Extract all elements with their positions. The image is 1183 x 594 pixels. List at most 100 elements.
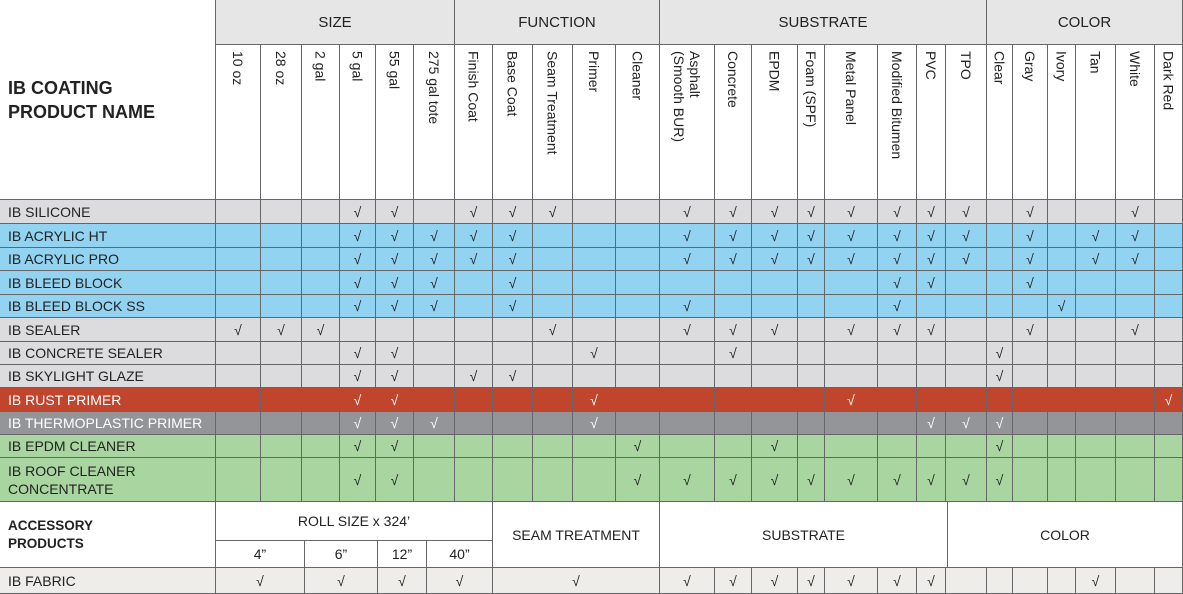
column-header: Tan: [1076, 45, 1116, 200]
check-cell: √: [715, 568, 752, 594]
group-header: FUNCTION: [455, 0, 660, 45]
roll-size: 4”: [216, 541, 305, 568]
check-cell: [1155, 295, 1183, 318]
roll-size-text: 40”: [449, 546, 470, 562]
check-cell-text: √: [962, 227, 970, 244]
check-cell-text: √: [807, 471, 815, 488]
check-cell: [533, 365, 573, 388]
check-cell: [455, 295, 493, 318]
check-cell-text: √: [729, 471, 737, 488]
column-header-text: Dark Red: [1160, 51, 1177, 111]
check-cell: √: [946, 412, 987, 435]
header-name-text: IB COATING PRODUCT NAME: [8, 77, 155, 122]
check-cell: √: [340, 388, 376, 412]
check-cell-text: √: [770, 572, 779, 589]
check-cell: [1076, 365, 1116, 388]
check-cell: [216, 248, 261, 271]
check-cell: [1116, 342, 1155, 365]
check-cell: [455, 388, 493, 412]
product-name: IB BLEED BLOCK SS: [0, 295, 216, 318]
check-cell-text: √: [729, 251, 737, 267]
check-cell: [302, 412, 340, 435]
check-cell: [414, 388, 455, 412]
check-cell: [302, 200, 340, 224]
check-cell: [302, 435, 340, 458]
check-cell: [261, 200, 302, 224]
check-cell: [1076, 200, 1116, 224]
column-header: TPO: [946, 45, 987, 200]
check-cell: [1155, 318, 1183, 342]
check-cell: [660, 342, 715, 365]
check-cell-text: √: [1026, 227, 1034, 244]
check-cell: [493, 435, 533, 458]
check-cell: √: [493, 248, 533, 271]
column-header: 2 gal: [302, 45, 340, 200]
check-cell: [798, 365, 825, 388]
check-cell: √: [825, 458, 878, 502]
check-cell-text: √: [807, 203, 815, 220]
column-header-text: Seam Treatment: [544, 51, 561, 155]
check-cell: [1076, 388, 1116, 412]
check-cell: [216, 458, 261, 502]
check-cell-text: √: [1026, 321, 1034, 338]
check-cell: [533, 271, 573, 295]
check-cell: √: [533, 200, 573, 224]
check-cell: [302, 224, 340, 248]
check-cell-text: √: [316, 321, 325, 338]
check-cell: √: [414, 224, 455, 248]
check-cell: √: [455, 200, 493, 224]
check-cell: √: [987, 365, 1013, 388]
check-cell: √: [493, 295, 533, 318]
check-cell: [216, 365, 261, 388]
check-cell: √: [1116, 224, 1155, 248]
check-cell: √: [340, 271, 376, 295]
check-cell: √: [987, 458, 1013, 502]
check-cell: [1048, 271, 1076, 295]
check-cell: √: [917, 318, 946, 342]
check-cell: [533, 458, 573, 502]
check-cell: √: [946, 200, 987, 224]
check-cell: [261, 224, 302, 248]
check-cell: [573, 224, 616, 248]
check-cell-text: √: [633, 471, 642, 488]
check-cell: √: [455, 224, 493, 248]
check-cell-text: √: [807, 251, 815, 267]
check-cell: √: [414, 248, 455, 271]
product-name-text: IB CONCRETE SEALER: [8, 345, 163, 361]
check-cell-text: √: [683, 471, 691, 488]
check-cell: [987, 318, 1013, 342]
check-cell-text: √: [508, 368, 517, 384]
column-header: 5 gal: [340, 45, 376, 200]
check-cell: √: [660, 248, 715, 271]
product-name-text: IB ACRYLIC HT: [8, 227, 108, 244]
check-cell: [798, 435, 825, 458]
check-cell: [1116, 435, 1155, 458]
check-cell: √: [917, 568, 946, 594]
column-header-text: Cleaner: [629, 51, 646, 101]
check-cell: [1155, 435, 1183, 458]
column-header-text: Primer: [586, 51, 602, 93]
check-cell: [1048, 412, 1076, 435]
check-cell-text: √: [508, 298, 517, 314]
check-cell: [1013, 435, 1048, 458]
check-cell-text: √: [548, 203, 557, 220]
check-cell: [533, 295, 573, 318]
check-cell-text: √: [390, 391, 399, 408]
check-cell-text: √: [770, 438, 779, 454]
check-cell: [414, 458, 455, 502]
check-cell-text: √: [548, 321, 557, 338]
check-cell-text: √: [729, 203, 737, 220]
check-cell: √: [378, 568, 427, 594]
check-cell: √: [715, 200, 752, 224]
check-cell-text: √: [353, 415, 362, 431]
check-cell: [752, 271, 798, 295]
check-cell-text: √: [927, 203, 935, 220]
check-cell: [616, 342, 660, 365]
product-name-text: IB BLEED BLOCK SS: [8, 298, 145, 314]
check-cell: [825, 295, 878, 318]
check-cell-text: √: [893, 572, 901, 589]
group-header-text: COLOR: [1057, 13, 1112, 31]
check-cell-text: √: [927, 415, 935, 431]
check-cell-text: √: [770, 251, 779, 267]
check-cell: √: [376, 271, 414, 295]
